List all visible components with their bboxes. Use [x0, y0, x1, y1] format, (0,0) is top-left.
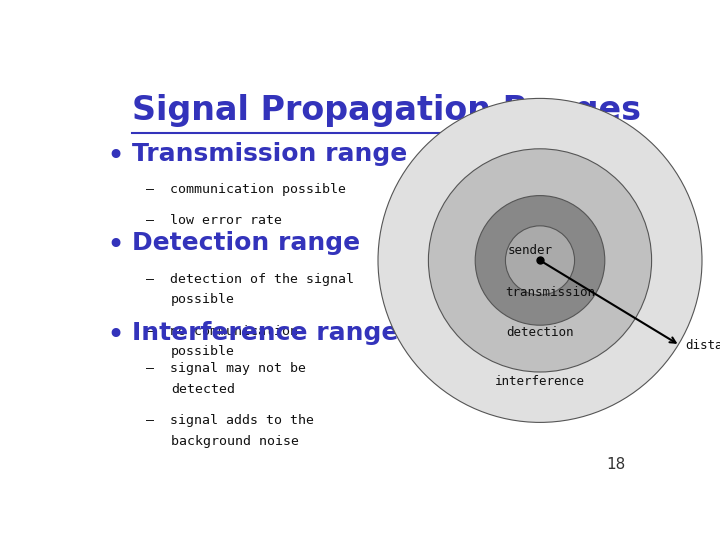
- Text: transmission: transmission: [505, 286, 595, 299]
- Text: possible: possible: [171, 346, 235, 359]
- Text: background noise: background noise: [171, 435, 299, 448]
- Text: possible: possible: [171, 294, 235, 307]
- Text: Signal Propagation Ranges: Signal Propagation Ranges: [132, 94, 641, 127]
- Circle shape: [378, 98, 702, 422]
- Circle shape: [505, 226, 575, 295]
- Circle shape: [428, 149, 652, 372]
- Circle shape: [475, 195, 605, 325]
- Text: –  no communication: – no communication: [145, 325, 298, 338]
- Text: Interference range: Interference range: [132, 321, 398, 345]
- Text: detected: detected: [171, 383, 235, 396]
- Text: –  detection of the signal: – detection of the signal: [145, 273, 354, 286]
- Text: Transmission range: Transmission range: [132, 141, 407, 166]
- Text: distance: distance: [685, 339, 720, 352]
- Text: interference: interference: [495, 375, 585, 388]
- Text: 18: 18: [606, 457, 626, 472]
- Text: –  signal may not be: – signal may not be: [145, 362, 306, 375]
- Text: –  low error rate: – low error rate: [145, 214, 282, 227]
- Text: –  communication possible: – communication possible: [145, 183, 346, 197]
- Text: –  signal adds to the: – signal adds to the: [145, 414, 314, 427]
- Text: sender: sender: [508, 244, 552, 256]
- Text: •: •: [107, 231, 125, 260]
- Text: Detection range: Detection range: [132, 231, 360, 255]
- Text: •: •: [107, 141, 125, 171]
- Text: detection: detection: [506, 327, 574, 340]
- Text: •: •: [107, 321, 125, 349]
